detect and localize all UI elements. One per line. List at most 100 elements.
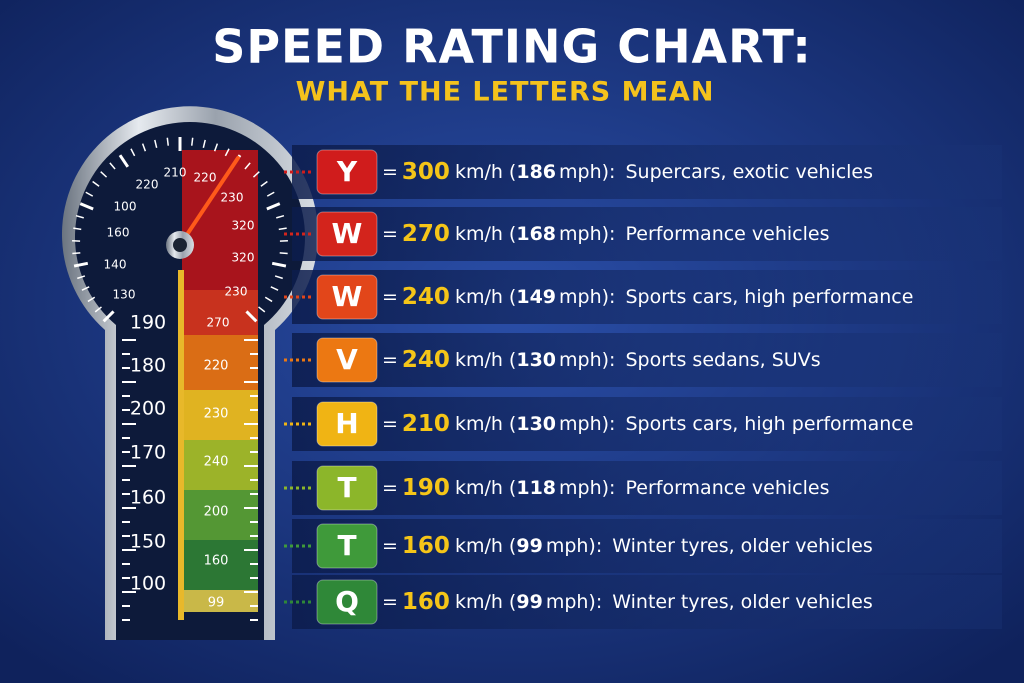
equals: =: [382, 477, 398, 499]
letter-badge: [316, 465, 378, 511]
rating-text: = 240 km/h (149 mph): Sports cars, high perf…: [382, 284, 913, 310]
letter-badge: [316, 274, 378, 320]
dial-tick: [73, 261, 89, 268]
dial-tick: [276, 214, 285, 219]
kmh-unit: km/h (: [455, 591, 516, 613]
rating-letter: Q: [335, 585, 359, 618]
description: Supercars, exotic vehicles: [625, 161, 873, 183]
mph-unit: mph):: [559, 223, 615, 245]
rating-text: = 240 km/h (130 mph): Sports sedans, SUVs: [382, 347, 821, 373]
dial-label: 270: [207, 316, 230, 330]
dial-label: 230: [225, 285, 248, 299]
rating-text: = 300 km/h (186 mph): Supercars, exotic vehi…: [382, 159, 873, 185]
dial-label: 160: [107, 226, 130, 240]
scale-label: 160: [130, 487, 166, 509]
strip-label: 220: [204, 359, 229, 374]
subtitle: WHAT THE LETTERS MEAN: [296, 77, 715, 108]
dial-tick: [72, 252, 81, 255]
dial-tick: [252, 171, 260, 178]
mph-unit: mph):: [559, 286, 615, 308]
rating-row: T = 190 km/h (118 mph): Performance vehicles: [284, 461, 1002, 515]
rating-row: W = 240 km/h (149 mph): Sports cars, high per…: [284, 270, 1002, 324]
row-band: [292, 519, 1002, 573]
letter-badge: [316, 149, 378, 195]
mph-unit: mph):: [546, 535, 602, 557]
dial-tick: [154, 139, 158, 148]
kmh-unit: km/h (: [455, 349, 516, 371]
dial-tick: [85, 191, 94, 197]
dial-tick: [274, 275, 283, 280]
speed-mph: 130: [516, 413, 556, 435]
rating-letter: V: [336, 343, 358, 376]
kmh-unit: km/h (: [455, 161, 516, 183]
dial-tick: [202, 139, 206, 148]
rating-text: = 270 km/h (168 mph): Performance vehicles: [382, 221, 829, 247]
dial-tick: [270, 286, 279, 291]
rating-letter: H: [335, 407, 358, 440]
strip-segment: [182, 335, 258, 390]
speed-mph: 99: [516, 591, 542, 613]
title: SPEED RATING CHART:: [212, 20, 812, 74]
dial-tick: [166, 137, 169, 146]
rating-letter: Y: [336, 155, 358, 188]
rating-row: Y = 300 km/h (186 mph): Supercars, exotic veh…: [284, 145, 1002, 199]
equals: =: [382, 161, 398, 183]
speed-kmh: 190: [402, 475, 450, 501]
strip-label: 230: [204, 407, 229, 422]
row-band: [292, 575, 1002, 629]
mph-unit: mph):: [559, 477, 615, 499]
dial-tick: [191, 137, 194, 146]
speed-mph: 186: [516, 161, 556, 183]
dial-label: 320: [232, 251, 255, 265]
row-band: [292, 461, 1002, 515]
speed-mph: 118: [516, 477, 556, 499]
kmh-unit: km/h (: [455, 535, 516, 557]
row-band: [292, 270, 1002, 324]
description: Sports sedans, SUVs: [625, 349, 820, 371]
speed-mph: 149: [516, 286, 556, 308]
strip-label: 160: [204, 554, 229, 569]
equals: =: [382, 535, 398, 557]
row-band: [292, 145, 1002, 199]
dial-tick: [100, 171, 108, 178]
dial-tick: [102, 310, 115, 323]
dial-label: 100: [114, 200, 137, 214]
needle-hub-center: [173, 238, 187, 252]
dial-tick: [279, 252, 288, 255]
equals: =: [382, 591, 398, 613]
strip-rail: [178, 270, 184, 620]
letter-badge: [316, 579, 378, 625]
dial-tick: [94, 306, 102, 313]
scale-label: 100: [130, 573, 166, 595]
strip-segment: [182, 490, 258, 540]
rating-letter: T: [337, 471, 356, 504]
speed-kmh: 240: [402, 284, 450, 310]
rating-row: V = 240 km/h (130 mph): Sports sedans, SUVs: [284, 333, 1002, 387]
rating-row: Q = 160 km/h (99 mph): Winter tyres, older ve…: [284, 575, 1002, 629]
tick-marks: [72, 137, 288, 621]
scale-label: 150: [130, 531, 166, 553]
dial-tick: [258, 306, 266, 313]
dial-tick: [260, 180, 268, 187]
dial-label: 230: [221, 191, 244, 205]
speed-kmh: 160: [402, 533, 450, 559]
speed-kmh: 210: [402, 411, 450, 437]
dial-tick: [245, 310, 258, 323]
strip-label: 240: [204, 455, 229, 470]
dial-tick: [73, 227, 82, 231]
dial-tick: [266, 191, 275, 197]
mph-unit: mph):: [559, 349, 615, 371]
row-band: [292, 397, 1002, 451]
dial-tick: [266, 202, 281, 211]
description: Performance vehicles: [625, 477, 829, 499]
gauge: 220 210 220 230 100 320 160 320 140 230 130 270 190 1…: [62, 106, 319, 641]
dial-tick: [271, 261, 287, 268]
dial-tick: [87, 296, 96, 303]
speed-mph: 168: [516, 223, 556, 245]
description: Performance vehicles: [625, 223, 829, 245]
rating-letter: T: [337, 529, 356, 562]
strip-segment: [182, 540, 258, 590]
rating-row: W = 270 km/h (168 mph): Performance vehicles: [284, 207, 1002, 261]
